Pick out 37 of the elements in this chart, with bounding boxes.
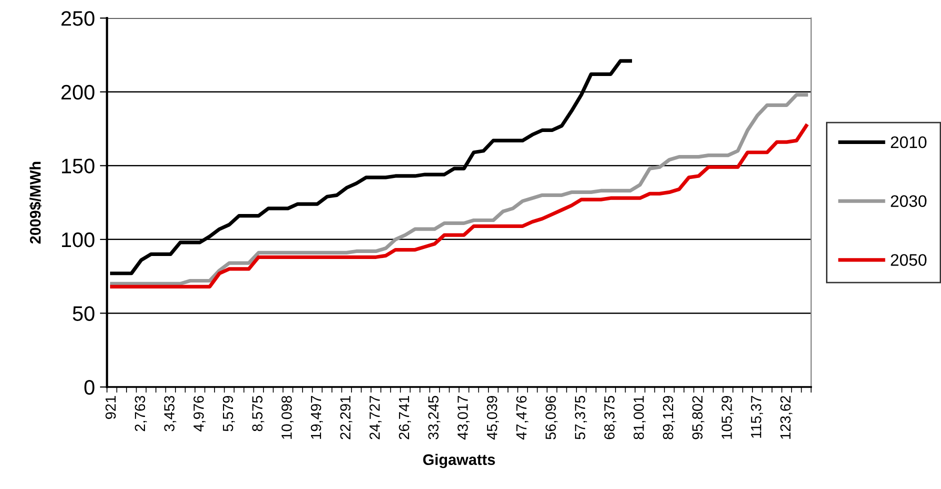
x-tick-label: 68,375 (604, 396, 616, 440)
x-tick-label: 921 (105, 396, 116, 419)
x-tick-label: 57,375 (574, 396, 587, 440)
line-series (110, 124, 808, 288)
line-series (110, 93, 808, 286)
x-tick-label: 115,37 (750, 396, 763, 438)
legend-label: 2010 (890, 136, 926, 148)
x-tick-label: 24,727 (370, 396, 382, 440)
x-tick-label: 3,453 (164, 396, 176, 432)
x-tick-label: 2,763 (134, 396, 147, 432)
y-axis-title: 2009$/MWh (29, 162, 42, 244)
y-tick-label: 250 (61, 11, 94, 26)
y-tick-label: 150 (62, 158, 94, 174)
y-tick-label: 200 (61, 84, 94, 100)
x-tick-label: 47,476 (516, 396, 528, 440)
y-tick-label: 0 (84, 380, 94, 395)
x-tick-label: 26,741 (398, 396, 411, 440)
x-tick-label: 10,098 (282, 396, 294, 439)
x-tick-label: 89,129 (662, 396, 675, 440)
y-tick-label: 50 (72, 306, 94, 321)
x-tick-label: 45,039 (486, 396, 499, 440)
x-axis-title: Gigawatts (423, 454, 495, 468)
legend-label: 2030 (890, 195, 926, 208)
x-tick-label: 105,29 (722, 396, 734, 439)
x-tick-label: 81,001 (634, 396, 646, 440)
x-tick-label: 22,291 (340, 396, 352, 440)
x-tick-label: 33,245 (428, 396, 440, 440)
x-tick-label: 95,802 (692, 396, 704, 440)
x-tick-label: 19,497 (310, 396, 323, 439)
x-tick-label: 43,017 (458, 396, 470, 440)
y-tick-label: 100 (62, 232, 94, 248)
x-tick-label: 123,62 (780, 396, 792, 439)
x-tick-label: 5,579 (222, 396, 235, 432)
x-tick-label: 56,096 (546, 396, 558, 440)
legend-label: 2050 (890, 254, 926, 266)
x-tick-label: 8,575 (252, 396, 264, 432)
x-tick-label: 4,976 (193, 396, 206, 432)
